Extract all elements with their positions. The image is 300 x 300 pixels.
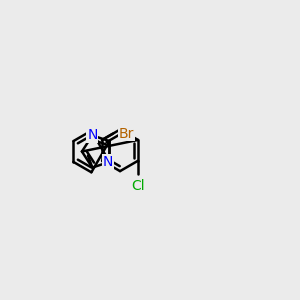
- Text: Br: Br: [119, 127, 134, 141]
- Text: Cl: Cl: [131, 179, 144, 193]
- Text: N: N: [87, 128, 98, 142]
- Text: N: N: [103, 155, 113, 169]
